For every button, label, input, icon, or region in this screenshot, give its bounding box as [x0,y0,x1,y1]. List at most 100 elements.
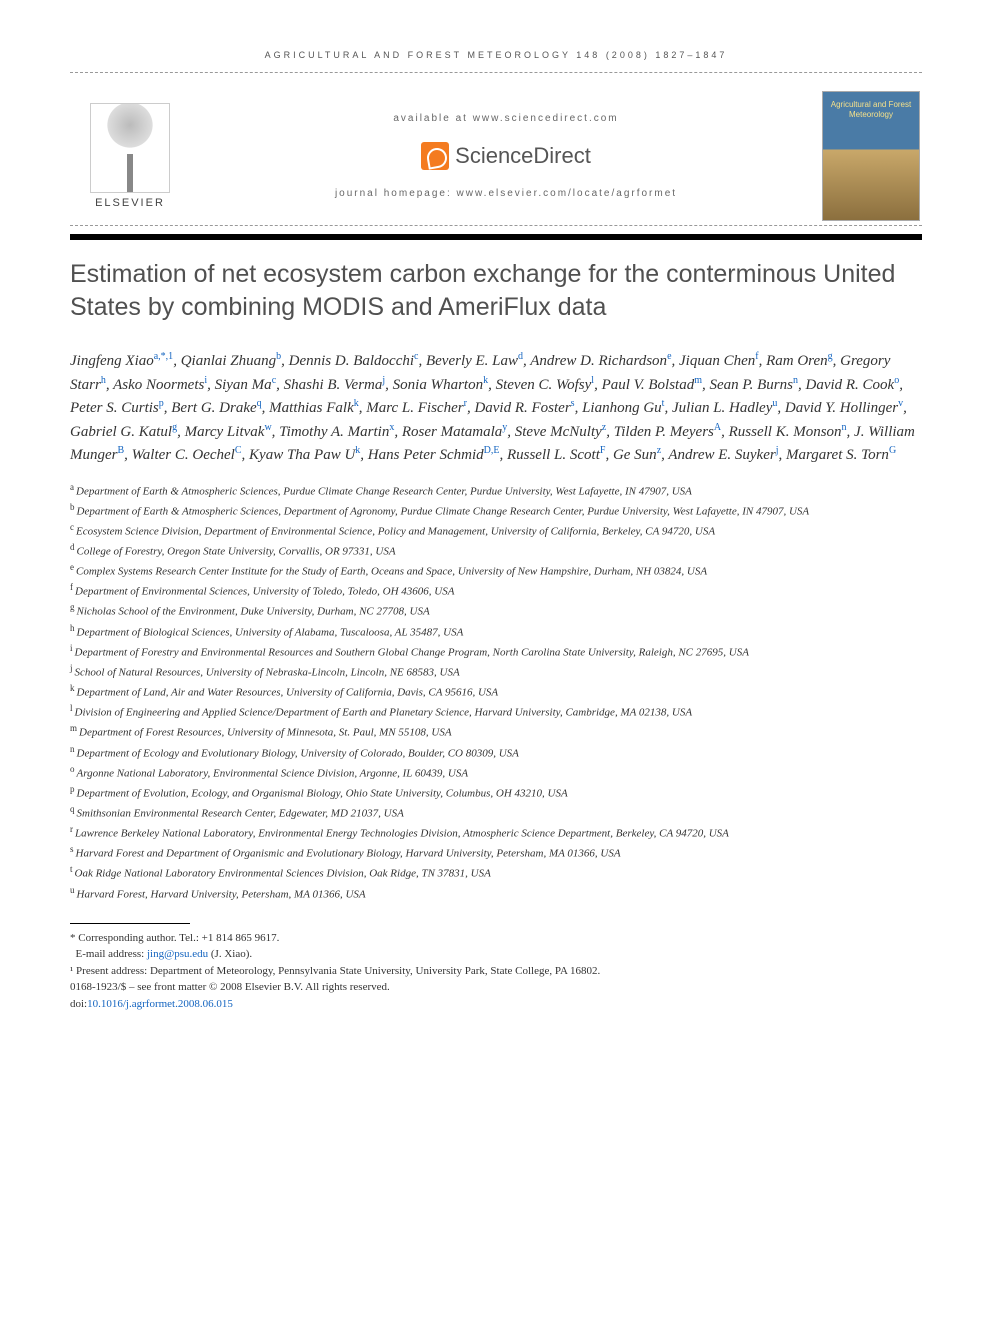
author-aff-marker: d [518,351,523,362]
affiliation-key: q [70,804,75,814]
author-list: Jingfeng Xiaoa,*,1, Qianlai Zhuangb, Den… [70,349,922,467]
author: David R. Fosters [474,400,574,416]
affiliation: kDepartment of Land, Air and Water Resou… [70,682,922,701]
affiliation-key: l [70,703,73,713]
affiliation-key: j [70,663,73,673]
author-aff-marker: z [657,445,661,456]
affiliation-key: u [70,885,75,895]
author: Beverly E. Lawd [426,353,523,369]
article-title: Estimation of net ecosystem carbon excha… [70,258,922,323]
rule-under-header [70,225,922,226]
affiliation: qSmithsonian Environmental Research Cent… [70,803,922,822]
author: Timothy A. Martinx [279,424,394,440]
affiliation-key: s [70,844,74,854]
affiliation-key: f [70,582,73,592]
affiliation: jSchool of Natural Resources, University… [70,662,922,681]
author-aff-marker: m [694,375,702,386]
affiliation: eComplex Systems Research Center Institu… [70,561,922,580]
author-aff-marker: A [714,422,721,433]
affiliation-key: o [70,764,75,774]
affiliation: gNicholas School of the Environment, Duk… [70,601,922,620]
doi-link[interactable]: 10.1016/j.agrformet.2008.06.015 [87,998,233,1010]
affiliation-key: c [70,522,74,532]
affiliation: hDepartment of Biological Sciences, Univ… [70,622,922,641]
author: Shashi B. Vermaj [284,377,386,393]
author-aff-marker: z [602,422,606,433]
journal-header: ELSEVIER available at www.sciencedirect.… [70,81,922,225]
author-aff-marker: D,E [484,445,500,456]
affiliation-key: n [70,744,75,754]
affiliation: bDepartment of Earth & Atmospheric Scien… [70,501,922,520]
email-label: E-mail address: [76,948,147,960]
author-aff-marker: i [204,375,207,386]
affiliation: pDepartment of Evolution, Ecology, and O… [70,783,922,802]
author-aff-marker: t [662,398,665,409]
doi-line: doi:10.1016/j.agrformet.2008.06.015 [70,996,922,1013]
journal-cover-thumbnail: Agricultural and Forest Meteorology [822,91,920,221]
footnote-separator [70,923,190,924]
author-aff-marker: b [276,351,281,362]
affiliation: iDepartment of Forestry and Environmenta… [70,642,922,661]
footnotes: * Corresponding author. Tel.: +1 814 865… [70,930,922,1013]
author-aff-marker: r [464,398,467,409]
author-aff-marker: w [264,422,271,433]
elsevier-label: ELSEVIER [70,197,190,209]
author-aff-marker: C [235,445,242,456]
affiliation-key: h [70,623,75,633]
author: Qianlai Zhuangb [181,353,281,369]
corresponding-author-note: * Corresponding author. Tel.: +1 814 865… [70,930,922,947]
affiliation: cEcosystem Science Division, Department … [70,521,922,540]
author: Hans Peter SchmidD,E [368,447,500,463]
email-line: E-mail address: jing@psu.edu (J. Xiao). [70,946,922,963]
affiliation-key: e [70,562,74,572]
affiliation-key: a [70,482,74,492]
affiliation-key: d [70,542,75,552]
affiliation: tOak Ridge National Laboratory Environme… [70,863,922,882]
email-link[interactable]: jing@psu.edu [147,948,208,960]
author-aff-marker: B [118,445,125,456]
author: Kyaw Tha Paw Uk [249,447,360,463]
author: Steve McNultyz [515,424,607,440]
affiliation: fDepartment of Environmental Sciences, U… [70,581,922,600]
affiliation: mDepartment of Forest Resources, Univers… [70,722,922,741]
author: Andrew E. Suykerj [668,447,778,463]
author: Gabriel G. Katulg [70,424,177,440]
author-aff-marker: j [776,445,779,456]
affiliation: dCollege of Forestry, Oregon State Unive… [70,541,922,560]
author: Margaret S. TornG [786,447,896,463]
author-aff-marker: c [272,375,276,386]
author: Andrew D. Richardsone [530,353,671,369]
author-aff-marker: k [355,445,360,456]
author: Tilden P. MeyersA [614,424,721,440]
author: Matthias Falkk [269,400,359,416]
author: Lianhong Gut [582,400,664,416]
author: Marcy Litvakw [185,424,272,440]
author: Asko Noormetsi [113,377,207,393]
affiliation: lDivision of Engineering and Applied Sci… [70,702,922,721]
author-aff-marker: n [793,375,798,386]
author-aff-marker: s [571,398,575,409]
author: Ram Oreng [766,353,833,369]
author: Jingfeng Xiaoa,*,1 [70,353,173,369]
affiliation: oArgonne National Laboratory, Environmen… [70,763,922,782]
thick-black-rule [70,234,922,240]
author-aff-marker: x [389,422,394,433]
rule-top [70,72,922,73]
author: Paul V. Bolstadm [602,377,702,393]
author: Russell K. Monsonn [729,424,847,440]
author: Peter S. Curtisp [70,400,164,416]
author-aff-marker: g [828,351,833,362]
elsevier-tree-icon [90,103,170,193]
author: Sonia Whartonk [393,377,488,393]
affiliation-list: aDepartment of Earth & Atmospheric Scien… [70,481,922,903]
author-aff-marker: a,*,1 [154,351,173,362]
author: David Y. Hollingerv [785,400,903,416]
author-aff-marker: v [898,398,903,409]
author: Ge Sunz [613,447,661,463]
author-aff-marker: q [257,398,262,409]
present-address-note: ¹ Present address: Department of Meteoro… [70,963,922,980]
sciencedirect-text: ScienceDirect [455,143,591,169]
affiliation: rLawrence Berkeley National Laboratory, … [70,823,922,842]
author: Russell L. ScottF [507,447,605,463]
author: Roser Matamalay [402,424,507,440]
